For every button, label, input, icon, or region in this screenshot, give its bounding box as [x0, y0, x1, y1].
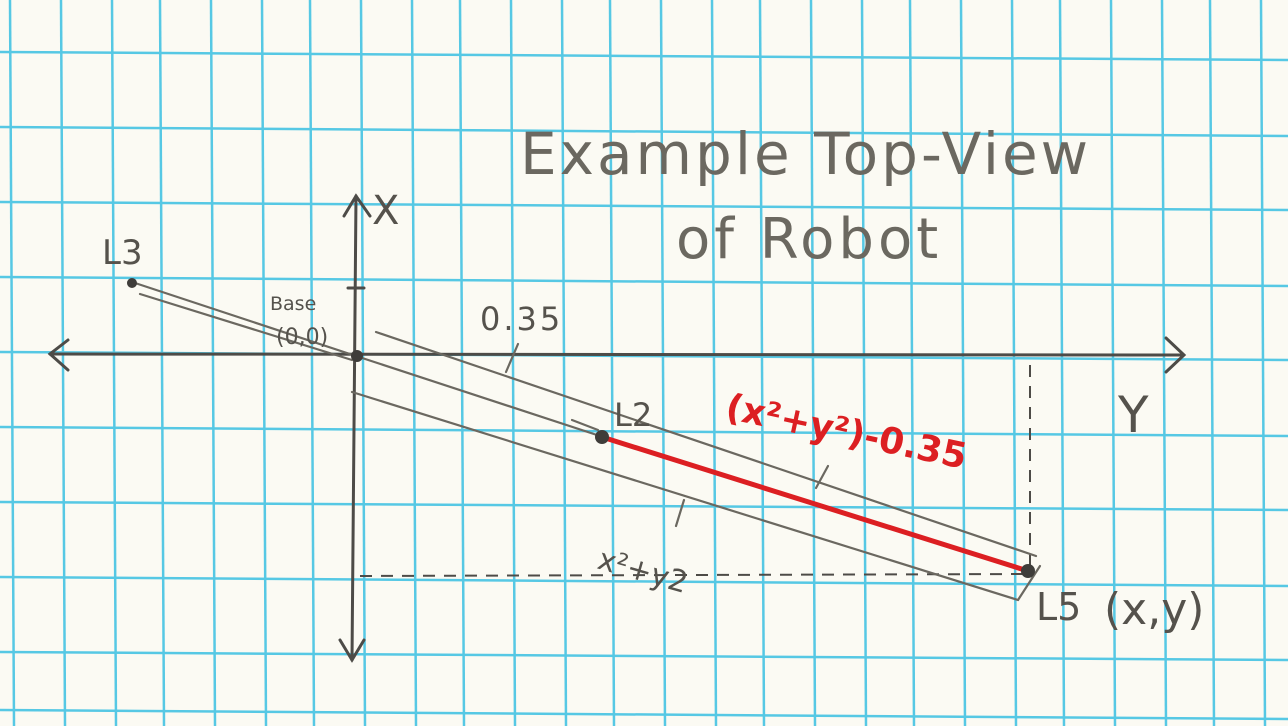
grid-horizontal-line	[0, 708, 1288, 721]
grid-vertical-line	[308, 0, 316, 726]
y-axis-label: Y	[1117, 386, 1149, 444]
grid-vertical-line	[209, 0, 217, 726]
grid-vertical-line	[458, 0, 466, 726]
grid-horizontal-line	[0, 200, 1288, 212]
grid-vertical-line	[809, 0, 817, 726]
grid-vertical-line	[1058, 0, 1066, 726]
offset-annotation: 0.35	[480, 300, 563, 338]
grid-vertical-line	[158, 0, 166, 726]
grid-horizontal-line	[0, 125, 1288, 138]
points	[127, 278, 1035, 578]
l2-point	[595, 430, 609, 444]
title-line-2: of Robot	[676, 207, 942, 272]
base-label: Base	[270, 293, 316, 315]
axes	[47, 193, 1187, 663]
l2-label: L2	[614, 396, 652, 434]
base-coords-label: (0,0)	[276, 325, 328, 350]
grid-vertical-line	[1010, 0, 1018, 726]
grid-horizontal-line	[0, 575, 1288, 588]
offset-tick	[504, 342, 520, 374]
projection-lines	[359, 365, 1031, 577]
l2-pointer	[570, 418, 600, 432]
grid-vertical-line	[110, 0, 118, 726]
x-axis-label: X	[372, 188, 399, 234]
robot-arm-outline	[130, 280, 1042, 602]
l5-point	[1021, 564, 1035, 578]
l5-label: L5	[1036, 585, 1081, 629]
grid-vertical-line	[410, 0, 418, 726]
grid-vertical-line	[1160, 0, 1168, 726]
x-axis-bottom-arrowhead	[338, 638, 366, 663]
arm-edge-lower-from-l3	[138, 292, 354, 362]
grid-vertical-line	[1259, 0, 1267, 726]
grid-vertical-line	[59, 0, 67, 726]
grid-vertical-line	[710, 0, 718, 726]
grid-vertical-line	[908, 0, 916, 726]
grid-horizontal-line	[0, 650, 1288, 662]
l3-label: L3	[102, 233, 143, 273]
l3-point	[127, 278, 137, 288]
arm-edge-from-l3	[130, 280, 358, 358]
grid-horizontal-line	[0, 500, 1288, 512]
title-line-1: Example Top-View	[520, 120, 1091, 188]
y-axis-left-arrowhead	[47, 338, 70, 372]
x-axis-top-arrowhead	[342, 193, 372, 218]
y-axis-right-arrowhead	[1164, 336, 1187, 374]
arm-lower-edge	[350, 390, 1020, 602]
l5-coords-label: (x,y)	[1104, 584, 1204, 635]
grid-vertical-line	[959, 0, 967, 726]
red-segment-tick	[814, 464, 830, 490]
grid-horizontal-line	[0, 50, 1288, 62]
l2-to-l5-red-segment	[599, 434, 1031, 574]
grid-vertical-line	[758, 0, 766, 726]
grid-vertical-line	[1109, 0, 1117, 726]
grid-vertical-line	[509, 0, 517, 726]
grid-vertical-line	[860, 0, 868, 726]
grid-vertical-line	[1208, 0, 1216, 726]
grid-vertical-line	[659, 0, 667, 726]
grid-vertical-line	[560, 0, 568, 726]
dashed-horizontal-projection	[359, 573, 1027, 577]
grid-vertical-line	[608, 0, 616, 726]
x-axis-vertical-line	[350, 194, 358, 662]
grid-horizontal-line	[0, 275, 1288, 288]
base-point	[351, 350, 363, 362]
arm-upper-edge	[374, 330, 1038, 558]
y-axis-horizontal-line	[48, 352, 1184, 357]
base-to-l2-edge	[354, 354, 602, 438]
grid-vertical-line	[359, 0, 367, 726]
grid-vertical-line	[260, 0, 268, 726]
grid-horizontal-line	[0, 425, 1288, 438]
arm-lower-edge-end	[1016, 564, 1042, 602]
hypotenuse-tick	[674, 498, 686, 528]
grid-vertical-line	[8, 0, 16, 726]
